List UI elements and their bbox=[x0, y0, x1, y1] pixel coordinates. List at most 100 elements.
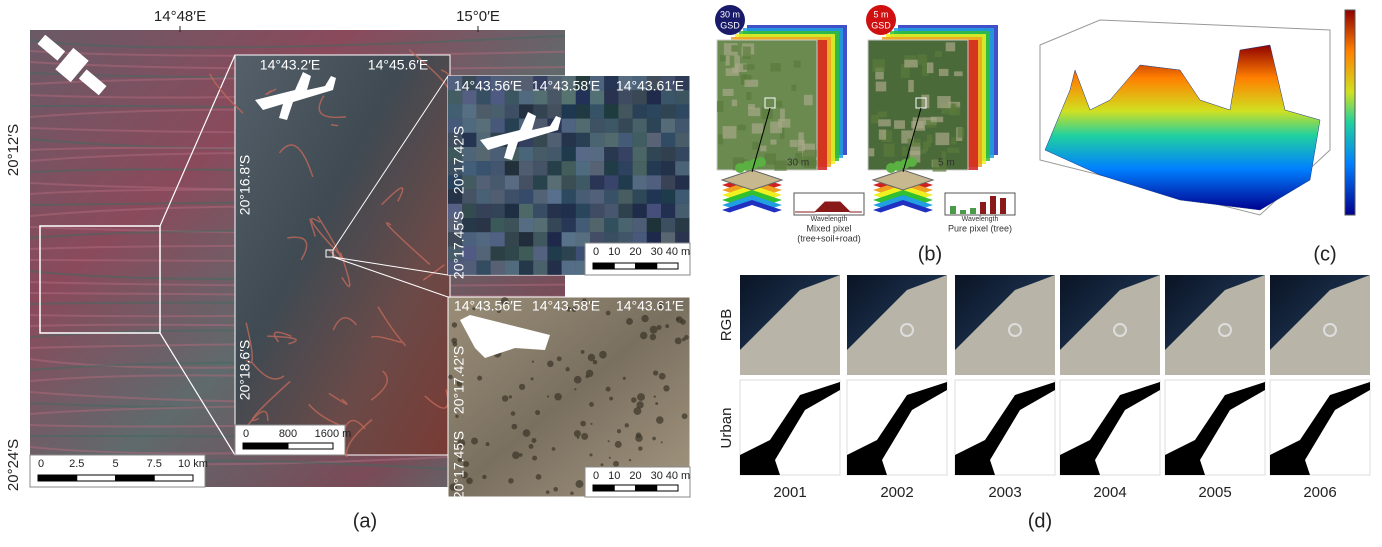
shrub bbox=[466, 477, 473, 484]
pixel bbox=[576, 133, 590, 147]
shrub bbox=[589, 402, 594, 407]
pixel bbox=[491, 175, 505, 189]
label: 10 bbox=[608, 246, 620, 258]
shrub bbox=[557, 356, 562, 361]
pixel bbox=[647, 190, 661, 204]
label: 40 m bbox=[666, 246, 690, 258]
shrub bbox=[609, 397, 613, 401]
pixel bbox=[633, 161, 647, 175]
pixel bbox=[533, 232, 547, 246]
scale-segment bbox=[288, 443, 333, 449]
label: 14°45.6′E bbox=[368, 57, 428, 73]
pixel bbox=[633, 175, 647, 189]
pixel bbox=[618, 161, 632, 175]
field bbox=[876, 82, 887, 92]
shrub bbox=[574, 376, 582, 384]
pixel bbox=[547, 133, 561, 147]
pixel bbox=[491, 261, 505, 275]
shrub bbox=[523, 429, 531, 437]
pixel bbox=[618, 133, 632, 147]
label: (tree+soil+road) bbox=[797, 233, 861, 243]
label: 14°48′E bbox=[154, 8, 206, 25]
pixel bbox=[675, 190, 689, 204]
pixel bbox=[491, 246, 505, 260]
field bbox=[927, 135, 933, 143]
shrub bbox=[577, 436, 580, 439]
pixel bbox=[576, 104, 590, 118]
pixel bbox=[675, 204, 689, 218]
field bbox=[752, 142, 758, 150]
pixel bbox=[533, 147, 547, 161]
pixel bbox=[562, 175, 576, 189]
field bbox=[726, 68, 739, 76]
pixel bbox=[647, 104, 661, 118]
shrub bbox=[574, 430, 581, 437]
shrub bbox=[547, 395, 549, 397]
shrub bbox=[625, 423, 629, 427]
pixel bbox=[647, 119, 661, 133]
field bbox=[927, 62, 933, 73]
shrub bbox=[665, 324, 669, 328]
shrub bbox=[509, 395, 512, 398]
pixel bbox=[604, 175, 618, 189]
pixel bbox=[476, 232, 490, 246]
field bbox=[748, 108, 760, 116]
figure: 14°48′E15°0′E20°12′S20°24′S02.557.510 km… bbox=[0, 0, 1382, 542]
pixel bbox=[590, 161, 604, 175]
pixel bbox=[562, 218, 576, 232]
label: GSD bbox=[871, 20, 891, 30]
pixel bbox=[675, 147, 689, 161]
field bbox=[738, 125, 746, 131]
shrub bbox=[680, 319, 686, 325]
shrub bbox=[657, 325, 662, 330]
pixel bbox=[633, 119, 647, 133]
field bbox=[873, 59, 885, 72]
shrub bbox=[656, 416, 664, 424]
label: 2001 bbox=[773, 484, 806, 501]
pixel bbox=[491, 190, 505, 204]
pixel bbox=[491, 104, 505, 118]
pixel bbox=[675, 161, 689, 175]
scale-segment bbox=[593, 485, 614, 491]
shrub bbox=[580, 421, 586, 427]
label: 2002 bbox=[880, 484, 913, 501]
label: 30 bbox=[651, 246, 663, 258]
label: 20°17.45′S bbox=[451, 211, 467, 279]
field bbox=[935, 51, 942, 57]
label: 30 m bbox=[720, 9, 740, 19]
label: 2.5 bbox=[69, 458, 84, 470]
pixel bbox=[505, 104, 519, 118]
pixel bbox=[505, 261, 519, 275]
pixel bbox=[618, 218, 632, 232]
pixel bbox=[533, 190, 547, 204]
surface bbox=[1045, 45, 1320, 210]
field bbox=[878, 111, 887, 117]
shrub bbox=[574, 388, 576, 390]
pixel bbox=[590, 190, 604, 204]
field bbox=[946, 42, 955, 51]
field bbox=[871, 115, 879, 124]
shrub bbox=[589, 453, 592, 456]
shrub bbox=[654, 395, 656, 397]
shrub bbox=[511, 411, 516, 416]
pixel bbox=[661, 119, 675, 133]
pixel bbox=[547, 190, 561, 204]
scale-segment bbox=[636, 263, 657, 269]
pixel bbox=[505, 161, 519, 175]
pixel bbox=[562, 104, 576, 118]
field bbox=[718, 134, 723, 144]
shrub bbox=[552, 447, 556, 451]
field bbox=[770, 63, 780, 71]
label: 2006 bbox=[1303, 484, 1336, 501]
pixel bbox=[547, 175, 561, 189]
label: Pure pixel (tree) bbox=[948, 223, 1012, 233]
pixel bbox=[476, 104, 490, 118]
pixel bbox=[533, 218, 547, 232]
label: Mixed pixel bbox=[806, 223, 851, 233]
shrub bbox=[565, 367, 569, 371]
field bbox=[774, 161, 786, 171]
shrub bbox=[623, 377, 626, 380]
scale-segment bbox=[154, 475, 193, 481]
pixel bbox=[661, 104, 675, 118]
shrub bbox=[641, 315, 648, 322]
